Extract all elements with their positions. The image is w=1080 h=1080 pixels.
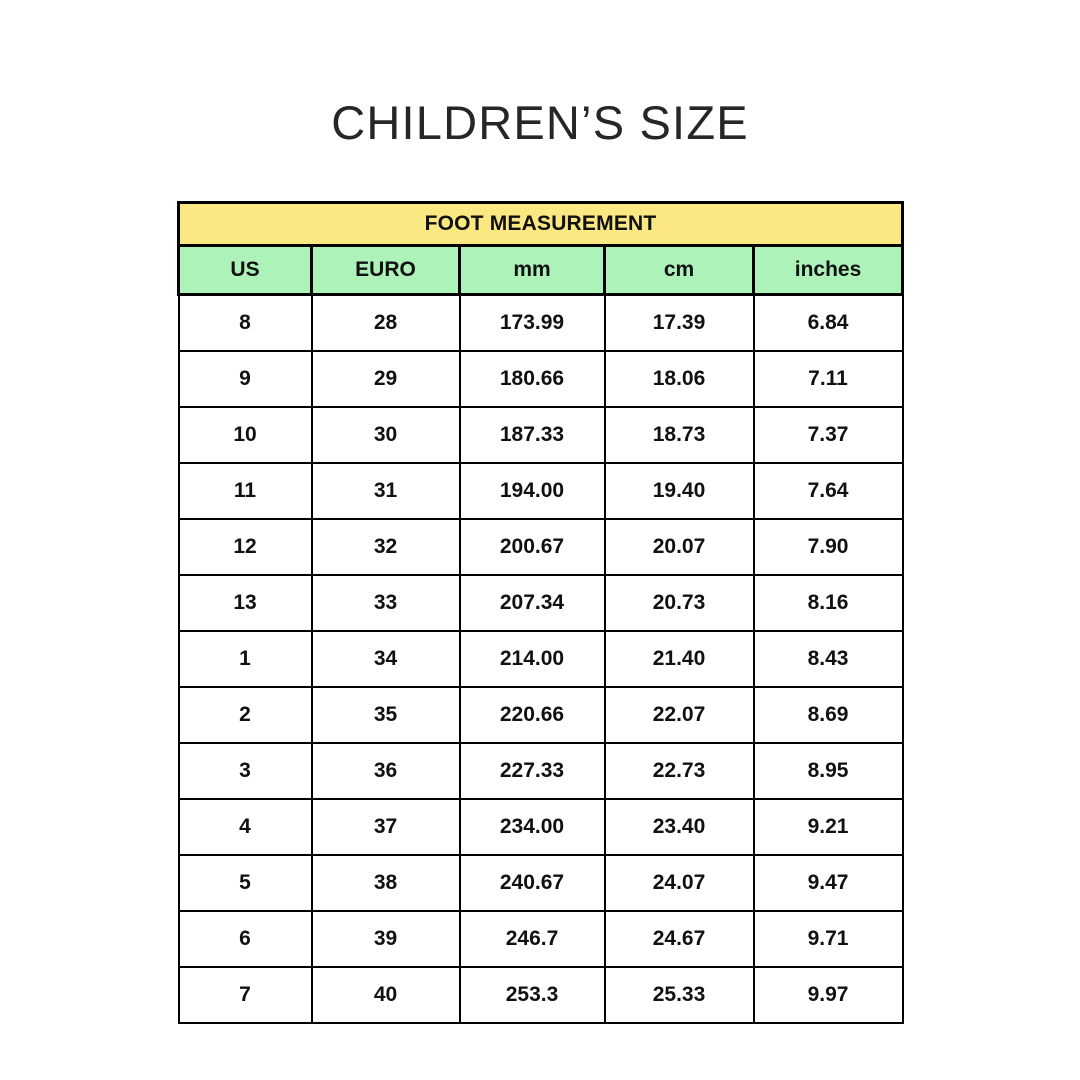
table-row: 7 40 253.3 25.33 9.97	[177, 966, 904, 1024]
column-header-mm: mm	[458, 244, 606, 296]
cell-cm: 22.07	[603, 686, 755, 744]
cell-cm: 23.40	[603, 798, 755, 856]
table-row: 8 28 173.99 17.39 6.84	[177, 293, 904, 352]
cell-us: 2	[177, 686, 313, 744]
cell-cm: 17.39	[603, 293, 755, 352]
page-title: CHILDREN’S SIZE	[331, 96, 749, 149]
table-column-header-row: US EURO mm cm inches	[177, 244, 904, 296]
cell-euro: 30	[310, 406, 461, 464]
cell-us: 4	[177, 798, 313, 856]
cell-euro: 40	[310, 966, 461, 1024]
cell-inches: 9.97	[752, 966, 904, 1024]
cell-inches: 8.16	[752, 574, 904, 632]
cell-mm: 240.67	[458, 854, 606, 912]
cell-cm: 22.73	[603, 742, 755, 800]
table-row: 10 30 187.33 18.73 7.37	[177, 406, 904, 464]
column-header-euro: EURO	[310, 244, 461, 296]
table-row: 2 35 220.66 22.07 8.69	[177, 686, 904, 744]
cell-mm: 253.3	[458, 966, 606, 1024]
cell-us: 12	[177, 518, 313, 576]
cell-mm: 200.67	[458, 518, 606, 576]
cell-us: 9	[177, 350, 313, 408]
cell-cm: 18.73	[603, 406, 755, 464]
cell-us: 13	[177, 574, 313, 632]
table-row: 3 36 227.33 22.73 8.95	[177, 742, 904, 800]
table-row: 12 32 200.67 20.07 7.90	[177, 518, 904, 576]
cell-us: 3	[177, 742, 313, 800]
cell-cm: 24.67	[603, 910, 755, 968]
cell-cm: 24.07	[603, 854, 755, 912]
cell-mm: 214.00	[458, 630, 606, 688]
column-header-cm: cm	[603, 244, 755, 296]
cell-mm: 173.99	[458, 293, 606, 352]
cell-euro: 35	[310, 686, 461, 744]
table-row: 13 33 207.34 20.73 8.16	[177, 574, 904, 632]
cell-inches: 8.69	[752, 686, 904, 744]
table-banner-row: FOOT MEASUREMENT	[177, 201, 904, 247]
cell-mm: 246.7	[458, 910, 606, 968]
cell-cm: 19.40	[603, 462, 755, 520]
cell-us: 6	[177, 910, 313, 968]
cell-inches: 6.84	[752, 293, 904, 352]
cell-euro: 33	[310, 574, 461, 632]
table-row: 4 37 234.00 23.40 9.21	[177, 798, 904, 856]
cell-cm: 21.40	[603, 630, 755, 688]
cell-euro: 28	[310, 293, 461, 352]
cell-euro: 29	[310, 350, 461, 408]
cell-mm: 234.00	[458, 798, 606, 856]
cell-mm: 180.66	[458, 350, 606, 408]
cell-cm: 25.33	[603, 966, 755, 1024]
column-header-inches: inches	[752, 244, 904, 296]
cell-us: 7	[177, 966, 313, 1024]
cell-cm: 20.07	[603, 518, 755, 576]
table-row: 5 38 240.67 24.07 9.47	[177, 854, 904, 912]
cell-inches: 8.95	[752, 742, 904, 800]
cell-mm: 227.33	[458, 742, 606, 800]
cell-inches: 8.43	[752, 630, 904, 688]
cell-inches: 7.11	[752, 350, 904, 408]
cell-euro: 34	[310, 630, 461, 688]
cell-euro: 37	[310, 798, 461, 856]
cell-inches: 7.37	[752, 406, 904, 464]
cell-inches: 9.71	[752, 910, 904, 968]
cell-mm: 220.66	[458, 686, 606, 744]
cell-cm: 18.06	[603, 350, 755, 408]
cell-euro: 32	[310, 518, 461, 576]
cell-euro: 39	[310, 910, 461, 968]
cell-mm: 194.00	[458, 462, 606, 520]
cell-us: 10	[177, 406, 313, 464]
table-body: 8 28 173.99 17.39 6.84 9 29 180.66 18.06 7.11 10 30…	[177, 293, 904, 1024]
cell-us: 1	[177, 630, 313, 688]
cell-inches: 9.47	[752, 854, 904, 912]
table-row: 6 39 246.7 24.67 9.71	[177, 910, 904, 968]
table-row: 1 34 214.00 21.40 8.43	[177, 630, 904, 688]
cell-euro: 31	[310, 462, 461, 520]
table-row: 11 31 194.00 19.40 7.64	[177, 462, 904, 520]
cell-us: 11	[177, 462, 313, 520]
cell-mm: 187.33	[458, 406, 606, 464]
table-head: FOOT MEASUREMENT US EURO mm cm inches	[177, 201, 904, 296]
cell-inches: 7.90	[752, 518, 904, 576]
cell-cm: 20.73	[603, 574, 755, 632]
cell-mm: 207.34	[458, 574, 606, 632]
cell-us: 8	[177, 293, 313, 352]
cell-inches: 9.21	[752, 798, 904, 856]
cell-euro: 38	[310, 854, 461, 912]
column-header-us: US	[177, 244, 313, 296]
cell-euro: 36	[310, 742, 461, 800]
table-row: 9 29 180.66 18.06 7.11	[177, 350, 904, 408]
foot-measurement-banner: FOOT MEASUREMENT	[177, 201, 904, 247]
cell-inches: 7.64	[752, 462, 904, 520]
cell-us: 5	[177, 854, 313, 912]
